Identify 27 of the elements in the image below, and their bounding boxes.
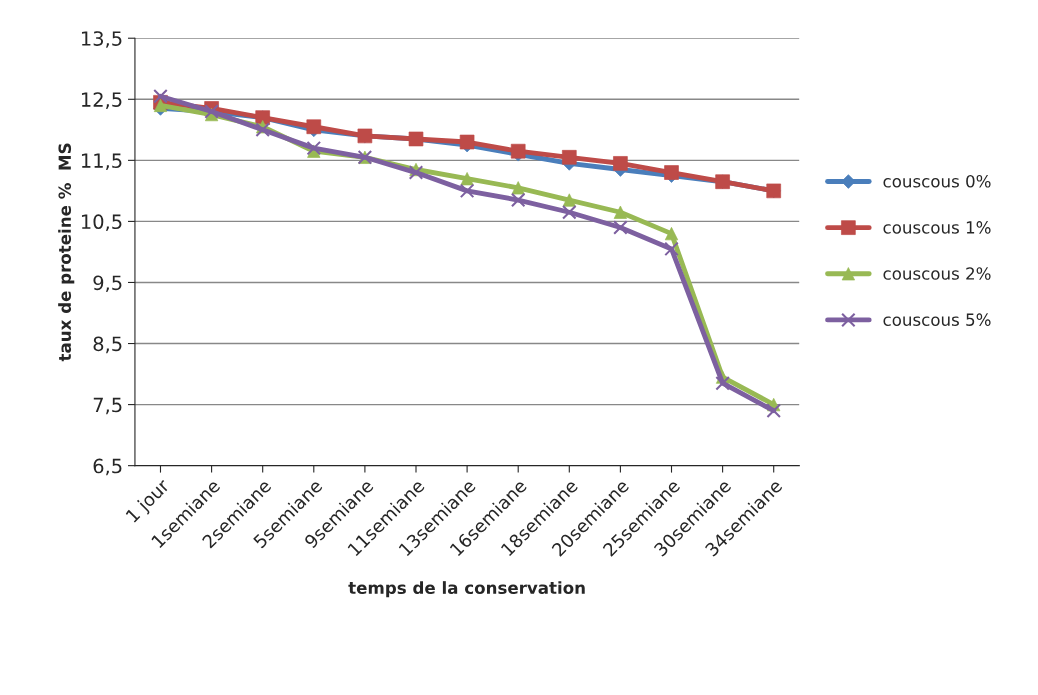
point xyxy=(459,183,475,199)
legend-label: couscous 2% xyxy=(883,267,991,280)
point xyxy=(664,241,679,257)
point xyxy=(306,140,322,156)
point xyxy=(510,192,526,208)
y-axis-title: taux de proteine % MS xyxy=(58,143,75,362)
legend-label: couscous 1% xyxy=(883,221,991,234)
y-tick-label: 9,5 xyxy=(93,275,122,293)
y-tick-label: 13,5 xyxy=(81,31,122,48)
y-tick-label: 10,5 xyxy=(81,214,122,232)
point xyxy=(510,143,526,159)
point xyxy=(613,156,628,171)
point xyxy=(766,403,781,418)
legend-label: couscous 5% xyxy=(883,313,991,326)
y-tick-label: 12,5 xyxy=(81,92,122,109)
y-tick-label: 6,5 xyxy=(93,458,122,476)
y-tick-label: 7,5 xyxy=(93,397,122,415)
point xyxy=(715,375,730,391)
legend-label: couscous 0% xyxy=(883,174,991,188)
y-tick-label: 8,5 xyxy=(93,336,122,354)
point xyxy=(664,227,679,241)
x-axis-title: temps de la conservation xyxy=(348,581,585,598)
y-tick-label: 11,5 xyxy=(81,153,122,170)
point xyxy=(255,122,270,138)
point xyxy=(613,220,628,235)
point xyxy=(153,88,168,104)
point xyxy=(562,204,577,220)
